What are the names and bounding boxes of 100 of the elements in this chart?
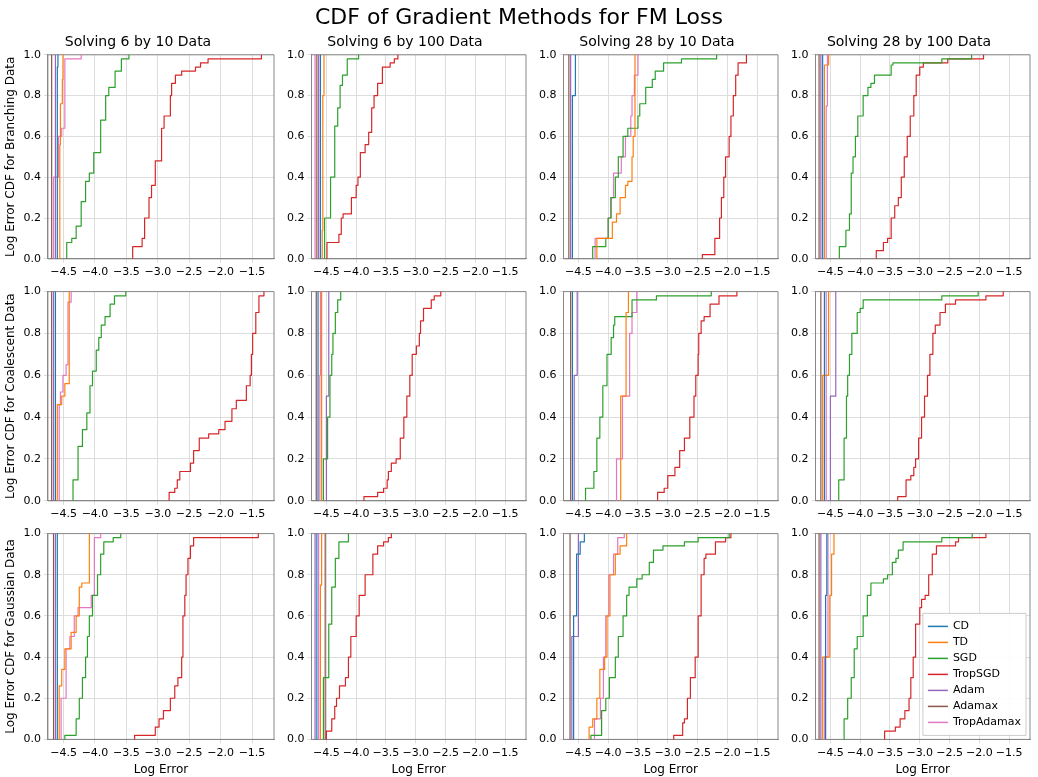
y-tick-label: 1.0 xyxy=(23,526,41,540)
x-axis-title: Log Error xyxy=(643,761,699,776)
y-tick-label: 0.0 xyxy=(286,732,305,746)
x-tick-label: −2.0 xyxy=(461,507,489,521)
x-tick-label: −4.5 xyxy=(565,265,592,279)
x-tick-label: −1.5 xyxy=(491,507,519,521)
y-tick-label: 1.0 xyxy=(790,284,809,298)
y-tick-label: 0.4 xyxy=(23,170,41,184)
y-tick-label: 0.4 xyxy=(286,409,305,423)
y-tick-label: 0.8 xyxy=(286,88,305,102)
x-tick-label: −3.0 xyxy=(906,507,934,521)
x-tick-label: −3.0 xyxy=(144,265,172,279)
y-tick-label: 0.2 xyxy=(790,451,809,465)
y-tick-label: 1.0 xyxy=(286,526,305,540)
x-tick-label: −1.5 xyxy=(743,745,771,759)
y-tick-label: 0.4 xyxy=(23,649,41,663)
y-axis-title: Log Error CDF for Coalescent Data xyxy=(3,293,18,500)
legend-label: TD xyxy=(951,635,969,649)
x-tick-label: −2.0 xyxy=(965,265,993,279)
y-tick-label: 0.6 xyxy=(538,608,557,622)
x-tick-label: −2.5 xyxy=(175,507,203,521)
x-tick-label: −1.5 xyxy=(491,745,519,759)
y-tick-label: 0.2 xyxy=(23,691,41,705)
y-axis-title: Log Error CDF for Branching Data xyxy=(3,56,18,257)
x-tick-label: −1.5 xyxy=(743,265,771,279)
y-tick-label: 0.2 xyxy=(538,451,557,465)
x-tick-label: −3.0 xyxy=(402,265,430,279)
y-tick-label: 0.4 xyxy=(538,649,557,663)
y-tick-label: 0.0 xyxy=(286,251,305,265)
x-tick-label: −2.5 xyxy=(684,745,711,759)
x-tick-label: −4.5 xyxy=(817,745,844,759)
chart-title: Solving 28 by 10 Data xyxy=(579,33,735,50)
y-tick-label: 0.6 xyxy=(790,129,809,143)
x-tick-label: −2.0 xyxy=(207,265,234,279)
legend-label: Adamax xyxy=(952,699,999,713)
x-tick-label: −3.5 xyxy=(624,265,652,279)
y-tick-label: 1.0 xyxy=(790,526,809,540)
x-tick-label: −2.5 xyxy=(684,265,711,279)
y-tick-label: 0.4 xyxy=(23,409,41,423)
x-tick-label: −1.5 xyxy=(743,507,771,521)
legend-label: Adam xyxy=(952,683,985,697)
y-tick-label: 0.0 xyxy=(23,732,41,746)
y-tick-label: 0.0 xyxy=(790,493,809,507)
x-tick-label: −2.0 xyxy=(965,745,993,759)
x-tick-label: −1.5 xyxy=(995,745,1023,759)
y-tick-label: 0.4 xyxy=(538,409,557,423)
x-tick-label: −3.0 xyxy=(144,507,172,521)
x-tick-label: −1.5 xyxy=(238,507,266,521)
x-tick-label: −4.5 xyxy=(313,507,340,521)
y-tick-label: 0.6 xyxy=(790,368,809,382)
y-tick-label: 0.0 xyxy=(538,732,557,746)
y-tick-label: 0.4 xyxy=(790,170,809,184)
x-tick-label: −3.5 xyxy=(624,507,652,521)
y-tick-label: 0.6 xyxy=(790,608,809,622)
x-tick-label: −3.5 xyxy=(372,265,400,279)
y-tick-label: 0.8 xyxy=(790,88,809,102)
x-tick-label: −3.0 xyxy=(906,265,934,279)
y-tick-label: 1.0 xyxy=(286,284,305,298)
x-tick-label: −3.5 xyxy=(876,507,904,521)
y-tick-label: 0.2 xyxy=(286,691,305,705)
y-tick-label: 1.0 xyxy=(538,526,557,540)
y-tick-label: 0.8 xyxy=(23,326,41,340)
y-tick-label: 0.4 xyxy=(286,649,305,663)
x-tick-label: −4.0 xyxy=(846,507,874,521)
y-tick-label: 1.0 xyxy=(286,47,305,61)
y-tick-label: 1.0 xyxy=(23,47,41,61)
x-tick-label: −2.0 xyxy=(461,745,489,759)
chart-title: Solving 28 by 100 Data xyxy=(826,33,992,50)
x-tick-label: −4.0 xyxy=(846,265,874,279)
x-tick-label: −2.0 xyxy=(461,265,489,279)
y-tick-label: 0.4 xyxy=(286,170,305,184)
x-tick-label: −4.0 xyxy=(342,745,370,759)
x-tick-label: −1.5 xyxy=(491,265,519,279)
x-tick-label: −2.5 xyxy=(432,265,459,279)
y-tick-label: 0.2 xyxy=(23,210,41,224)
y-tick-label: 0.2 xyxy=(790,210,809,224)
y-tick-label: 0.8 xyxy=(23,88,41,102)
y-tick-label: 0.2 xyxy=(286,210,305,224)
x-tick-label: −2.0 xyxy=(965,507,993,521)
x-tick-label: −3.5 xyxy=(624,745,652,759)
x-tick-label: −4.5 xyxy=(313,745,340,759)
x-tick-label: −3.5 xyxy=(113,745,140,759)
y-tick-label: 0.0 xyxy=(23,251,41,265)
y-tick-label: 0.8 xyxy=(790,326,809,340)
x-axis-title: Log Error xyxy=(133,761,189,776)
y-tick-label: 0.0 xyxy=(790,732,809,746)
x-tick-label: −4.0 xyxy=(342,507,370,521)
x-tick-label: −3.5 xyxy=(876,745,904,759)
y-tick-label: 0.6 xyxy=(538,129,557,143)
x-tick-label: −4.5 xyxy=(50,507,77,521)
y-tick-label: 0.8 xyxy=(23,567,41,581)
x-tick-label: −1.5 xyxy=(238,745,266,759)
y-tick-label: 0.8 xyxy=(538,326,557,340)
x-tick-label: −4.0 xyxy=(342,265,370,279)
y-tick-label: 0.8 xyxy=(286,326,305,340)
x-tick-label: −3.0 xyxy=(144,745,172,759)
x-tick-label: −2.5 xyxy=(432,745,459,759)
x-tick-label: −3.0 xyxy=(654,265,682,279)
y-tick-label: 0.0 xyxy=(790,251,809,265)
y-tick-label: 0.0 xyxy=(23,493,41,507)
